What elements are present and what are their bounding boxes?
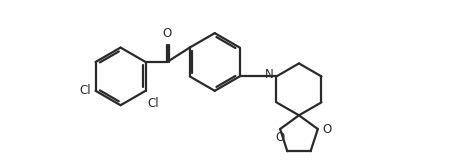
- Text: O: O: [276, 131, 285, 144]
- Text: N: N: [265, 68, 273, 81]
- Text: Cl: Cl: [148, 97, 159, 110]
- Text: O: O: [322, 123, 331, 136]
- Text: Cl: Cl: [80, 84, 91, 97]
- Text: O: O: [163, 27, 172, 40]
